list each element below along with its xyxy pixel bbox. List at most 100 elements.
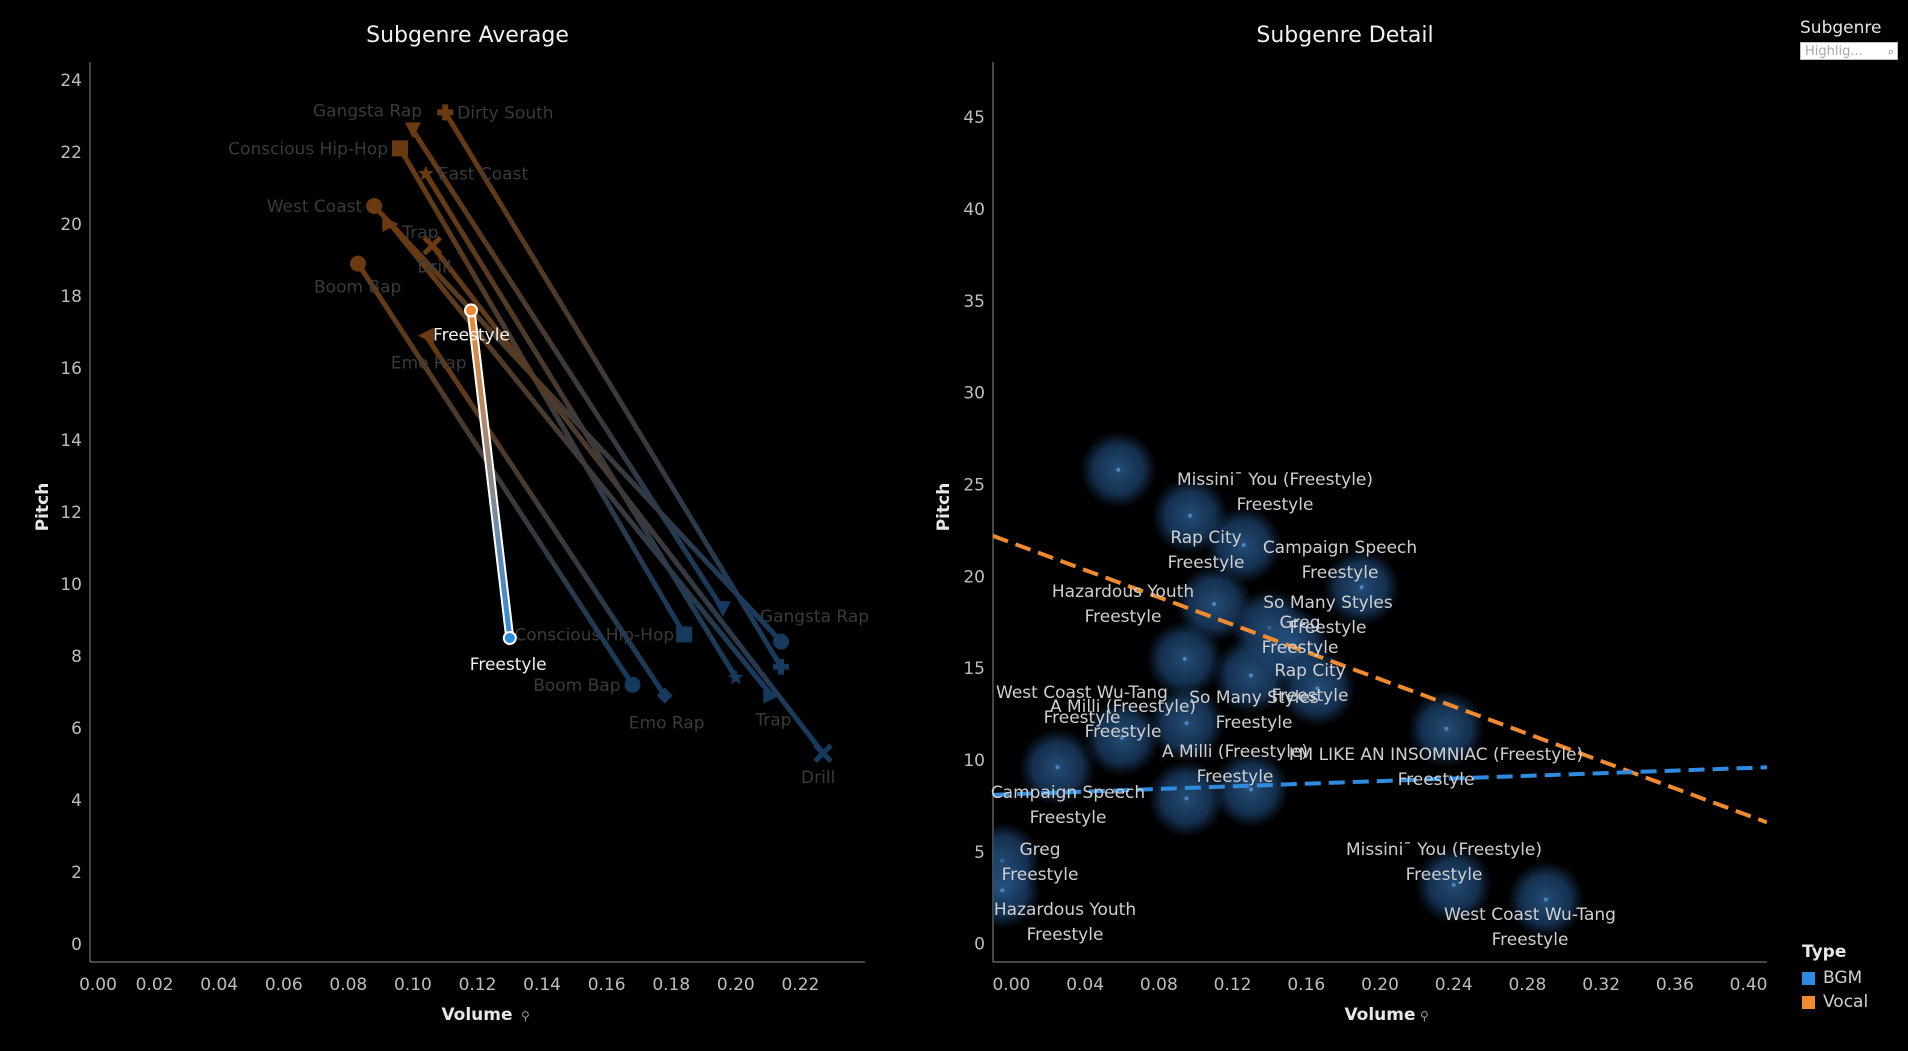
right-y-tick-label: 25 (963, 475, 985, 495)
series-connector (410, 127, 726, 612)
left-y-tick-label: 0 (71, 935, 82, 955)
left-y-tick-label: 20 (60, 215, 82, 235)
left-x-tick-label: 0.02 (136, 975, 174, 995)
detail-point (1543, 897, 1548, 902)
bgm-label: Emo Rap (629, 714, 705, 734)
legend-item-vocal[interactable]: Vocal (1802, 992, 1868, 1012)
detail-label-subgenre: Freestyle (1197, 767, 1274, 787)
right-y-tick-label: 5 (974, 843, 985, 863)
left-x-tick-label: 0.20 (717, 975, 755, 995)
detail-label-title: I'M LIKE AN INSOMNIAC (Freestyle) (1289, 745, 1583, 765)
detail-label: Missini¯ You (Freestyle) Freestyle (1346, 840, 1542, 885)
detail-point (1241, 543, 1246, 548)
vocal-label: Emo Rap (391, 354, 467, 374)
series-connector (442, 109, 784, 670)
bgm-marker (714, 601, 731, 618)
vocal-marker (350, 255, 367, 272)
left-y-tick-label: 16 (60, 359, 82, 379)
detail-label-title: Campaign Speech (1263, 538, 1417, 558)
legend-label-bgm: BGM (1823, 968, 1863, 988)
series-connector (355, 261, 635, 688)
subgenre-highlight-input[interactable]: Highlig... ⌕ (1800, 42, 1898, 60)
series-freestyle: Freestyle Freestyle (433, 303, 547, 675)
left-y-tick-label: 24 (60, 71, 82, 91)
bgm-label: Trap (754, 711, 791, 731)
detail-label-title: Missini¯ You (Freestyle) (1346, 840, 1542, 860)
series-gangsta-rap: Gangsta Rap Gangsta Rap (313, 101, 869, 627)
detail-point (1055, 765, 1060, 770)
bgm-swatch (1802, 971, 1815, 985)
highlight-placeholder: Highlig... (1805, 44, 1863, 59)
detail-label-title: Missini¯ You (Freestyle) (1177, 470, 1373, 490)
detail-label: Hazardous Youth Freestyle (994, 900, 1136, 945)
right-y-tick-label: 15 (963, 659, 985, 679)
vocal-label: West Coast (267, 197, 363, 217)
detail-label-title: Hazardous Youth (1052, 582, 1194, 602)
left-y-tick-label: 4 (71, 791, 82, 811)
detail-label: West Coast Wu-Tang Freestyle (996, 683, 1168, 728)
right-y-tick-label: 30 (963, 384, 985, 404)
detail-label-title: A Milli (Freestyle) (1162, 742, 1308, 762)
left-x-tick-label: 0.06 (265, 975, 303, 995)
right-chart-title: Subgenre Detail (1256, 23, 1433, 48)
right-x-tick-label: 0.40 (1730, 975, 1768, 995)
detail-label-subgenre: Freestyle (1492, 930, 1569, 950)
series-trap: Trap Trap (382, 216, 791, 731)
trend-line-vocal (993, 534, 1767, 825)
vocal-marker (366, 198, 383, 214)
detail-point (1182, 656, 1187, 661)
bgm-label: Drill (801, 768, 835, 788)
vocal-label: Boom Bap (314, 278, 401, 298)
detail-point (1315, 686, 1320, 691)
vocal-label: Dirty South (457, 103, 553, 123)
detail-label: Campaign Speech Freestyle (1263, 538, 1417, 583)
pin-icon: ⚲ (521, 1009, 530, 1023)
detail-label-title: Greg (1279, 613, 1320, 633)
vocal-marker (417, 327, 434, 344)
vocal-label: East Coast (438, 165, 529, 185)
left-x-tick-label: 0.00 (79, 975, 117, 995)
detail-label-subgenre: Freestyle (1272, 686, 1349, 706)
left-x-tick-label: 0.16 (588, 975, 626, 995)
right-y-tick-label: 45 (963, 108, 985, 128)
trend-line-bgm (993, 765, 1767, 797)
subgenre-legend: Subgenre Highlig... ⌕ (1800, 18, 1900, 60)
bgm-label: Gangsta Rap (760, 607, 869, 627)
bgm-marker (728, 669, 744, 685)
bgm-marker (624, 676, 641, 693)
vocal-marker (422, 235, 443, 256)
series-connector (371, 203, 784, 645)
detail-point (1120, 735, 1124, 740)
detail-point (1188, 513, 1193, 518)
detail-label-title: Rap City (1274, 661, 1345, 681)
detail-point (1444, 726, 1449, 731)
detail-label: Rap City Freestyle (1272, 661, 1349, 706)
vocal-label: Trap (401, 223, 438, 243)
left-x-axis-label: Volume (441, 1005, 512, 1025)
right-x-tick-label: 0.04 (1066, 975, 1104, 995)
series-drill: Drill Drill (417, 235, 835, 788)
vocal-marker (392, 140, 408, 157)
left-x-tick-label: 0.04 (200, 975, 238, 995)
left-y-axis-label: Pitch (33, 483, 53, 532)
detail-label: So Many Styles Freestyle (1263, 593, 1393, 638)
bgm-label: Freestyle (470, 655, 547, 675)
right-plot-area (993, 431, 1767, 938)
detail-point (1212, 601, 1217, 606)
legend-item-bgm[interactable]: BGM (1802, 968, 1868, 988)
left-y-tick-label: 14 (60, 431, 82, 451)
detail-label-subgenre: Freestyle (1406, 865, 1483, 885)
vocal-marker (382, 216, 399, 232)
bgm-marker (773, 658, 790, 675)
series-connector (387, 221, 774, 699)
vocal-label: Conscious Hip-Hop (228, 139, 388, 159)
vocal-marker (437, 104, 454, 121)
right-y-tick-label: 35 (963, 292, 985, 312)
subgenre-average-chart: Subgenre Average 0.00 0.02 0.04 0.06 0.08 0.10… (33, 23, 869, 1025)
right-y-axis-label: Pitch (934, 483, 954, 532)
detail-label: Missini¯ You (Freestyle) Freestyle (1177, 470, 1373, 515)
detail-label-subgenre: Freestyle (1085, 607, 1162, 627)
detail-label: Rap City Freestyle (1168, 528, 1245, 573)
series-boom-bap: Boom Bap Boom Bap (314, 255, 641, 696)
